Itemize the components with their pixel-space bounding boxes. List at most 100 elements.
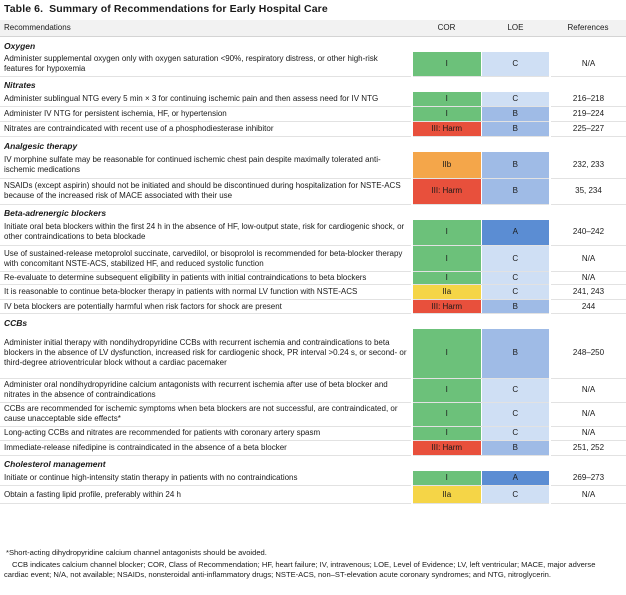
loe-cell: B xyxy=(481,440,551,456)
section-title: Nitrates xyxy=(4,80,36,90)
recommendation-text: Use of sustained-release metoprolol succ… xyxy=(0,245,412,272)
recommendation-text: Administer supplemental oxygen only with… xyxy=(0,52,412,77)
loe-cell: A xyxy=(481,219,551,246)
cor-cell: IIb xyxy=(411,152,482,179)
section-title: CCBs xyxy=(4,317,28,328)
cor-cell: I xyxy=(411,426,482,441)
cor-cell: III: Harm xyxy=(411,121,482,137)
header-loe: LOE xyxy=(481,20,550,37)
recommendation-row: Administer oral nondihydropyridine calci… xyxy=(0,378,626,403)
references-cell: N/A xyxy=(550,271,626,285)
loe-cell: B xyxy=(481,299,551,314)
table-title: Table 6. Summary of Recommendations for E… xyxy=(4,3,328,15)
section-title: Beta-adrenergic blockers xyxy=(4,208,107,218)
recommendation-row: Administer IV NTG for persistent ischemi… xyxy=(0,106,626,122)
footnote: *Short-acting dihydropyridine calcium ch… xyxy=(6,548,267,557)
recommendation-text: Re-evaluate to determine subsequent elig… xyxy=(0,271,412,285)
cor-cell: III: Harm xyxy=(411,178,482,205)
recommendation-text: Initiate or continue high-intensity stat… xyxy=(0,470,412,486)
references-cell: 240–242 xyxy=(550,219,626,246)
recommendation-text: IV morphine sulfate may be reasonable fo… xyxy=(0,152,412,179)
cor-cell: I xyxy=(411,245,482,272)
loe-cell: C xyxy=(481,485,551,504)
cor-cell: I xyxy=(411,329,482,379)
abbreviations-note: CCB indicates calcium channel blocker; C… xyxy=(4,560,596,579)
cor-cell: I xyxy=(411,402,482,427)
recommendation-text: Long-acting CCBs and nitrates are recomm… xyxy=(0,426,412,441)
loe-cell: C xyxy=(481,402,551,427)
section-header-row: Cholesterol management xyxy=(0,455,626,471)
recommendation-row: Obtain a fasting lipid profile, preferab… xyxy=(0,485,626,504)
section-title: Oxygen xyxy=(4,40,36,51)
recommendation-row: Long-acting CCBs and nitrates are recomm… xyxy=(0,426,626,441)
table-title-text: Summary of Recommendations for Early Hos… xyxy=(49,3,328,15)
recommendation-text: Administer sublingual NTG every 5 min × … xyxy=(0,91,412,107)
references-cell: 248–250 xyxy=(550,329,626,379)
recommendation-row: CCBs are recommended for ischemic sympto… xyxy=(0,402,626,427)
recommendation-row: Administer initial therapy with nondihyd… xyxy=(0,329,626,379)
recommendation-row: It is reasonable to continue beta-blocke… xyxy=(0,284,626,300)
cor-cell: III: Harm xyxy=(411,299,482,314)
cor-cell: I xyxy=(411,91,482,107)
table-body: Oxygen Administer supplemental oxygen onl… xyxy=(0,37,626,504)
loe-cell: B xyxy=(481,106,551,122)
loe-cell: C xyxy=(481,426,551,441)
references-cell: N/A xyxy=(550,426,626,441)
recommendation-text: Nitrates are contraindicated with recent… xyxy=(0,121,412,137)
recommendation-text: Administer IV NTG for persistent ischemi… xyxy=(0,106,412,122)
recommendation-row: Administer supplemental oxygen only with… xyxy=(0,52,626,77)
references-cell: 219–224 xyxy=(550,106,626,122)
references-cell: N/A xyxy=(550,402,626,427)
recommendation-row: Use of sustained-release metoprolol succ… xyxy=(0,245,626,272)
recommendation-row: Initiate oral beta blockers within the f… xyxy=(0,219,626,246)
recommendation-row: IV beta blockers are potentially harmful… xyxy=(0,299,626,314)
loe-cell: C xyxy=(481,271,551,285)
loe-cell: C xyxy=(481,245,551,272)
section-title: Analgesic therapy xyxy=(4,140,78,151)
recommendation-text: NSAIDs (except aspirin) should not be in… xyxy=(0,178,412,205)
cor-cell: I xyxy=(411,52,482,77)
cor-cell: III: Harm xyxy=(411,440,482,456)
section-header-row: Nitrates xyxy=(0,76,626,92)
recommendation-row: Immediate-release nifedipine is contrain… xyxy=(0,440,626,456)
loe-cell: C xyxy=(481,284,551,300)
section-header-row: CCBs xyxy=(0,314,626,330)
loe-cell: B xyxy=(481,152,551,179)
recommendation-text: Administer oral nondihydropyridine calci… xyxy=(0,378,412,403)
recommendations-table: Recommendations COR LOE References Oxyge… xyxy=(0,20,626,504)
section-header-row: Beta-adrenergic blockers xyxy=(0,204,626,220)
recommendation-text: Administer initial therapy with nondihyd… xyxy=(0,329,412,379)
cor-cell: I xyxy=(411,271,482,285)
cor-cell: I xyxy=(411,219,482,246)
loe-cell: C xyxy=(481,52,551,77)
cor-cell: IIa xyxy=(411,485,482,504)
recommendation-row: Administer sublingual NTG every 5 min × … xyxy=(0,91,626,107)
loe-cell: C xyxy=(481,91,551,107)
recommendation-text: Immediate-release nifedipine is contrain… xyxy=(0,440,412,456)
section-header-row: Oxygen xyxy=(0,37,626,53)
cor-cell: I xyxy=(411,106,482,122)
references-cell: N/A xyxy=(550,485,626,504)
loe-cell: B xyxy=(481,329,551,379)
recommendation-text: IV beta blockers are potentially harmful… xyxy=(0,299,412,314)
references-cell: 232, 233 xyxy=(550,152,626,179)
header-cor: COR xyxy=(412,20,481,37)
recommendation-row: Initiate or continue high-intensity stat… xyxy=(0,470,626,486)
references-cell: 244 xyxy=(550,299,626,314)
cor-cell: I xyxy=(411,378,482,403)
recommendation-row: IV morphine sulfate may be reasonable fo… xyxy=(0,152,626,179)
recommendation-text: CCBs are recommended for ischemic sympto… xyxy=(0,402,412,427)
section-title: Cholesterol management xyxy=(4,459,106,469)
references-cell: N/A xyxy=(550,52,626,77)
recommendation-text: Obtain a fasting lipid profile, preferab… xyxy=(0,485,412,504)
header-recommendations: Recommendations xyxy=(0,20,412,37)
table-notes: *Short-acting dihydropyridine calcium ch… xyxy=(4,548,622,580)
cor-cell: IIa xyxy=(411,284,482,300)
references-cell: 241, 243 xyxy=(550,284,626,300)
section-header-row: Analgesic therapy xyxy=(0,137,626,153)
loe-cell: B xyxy=(481,121,551,137)
recommendation-text: It is reasonable to continue beta-blocke… xyxy=(0,284,412,300)
recommendation-row: Re-evaluate to determine subsequent elig… xyxy=(0,271,626,285)
references-cell: 225–227 xyxy=(550,121,626,137)
references-cell: N/A xyxy=(550,378,626,403)
